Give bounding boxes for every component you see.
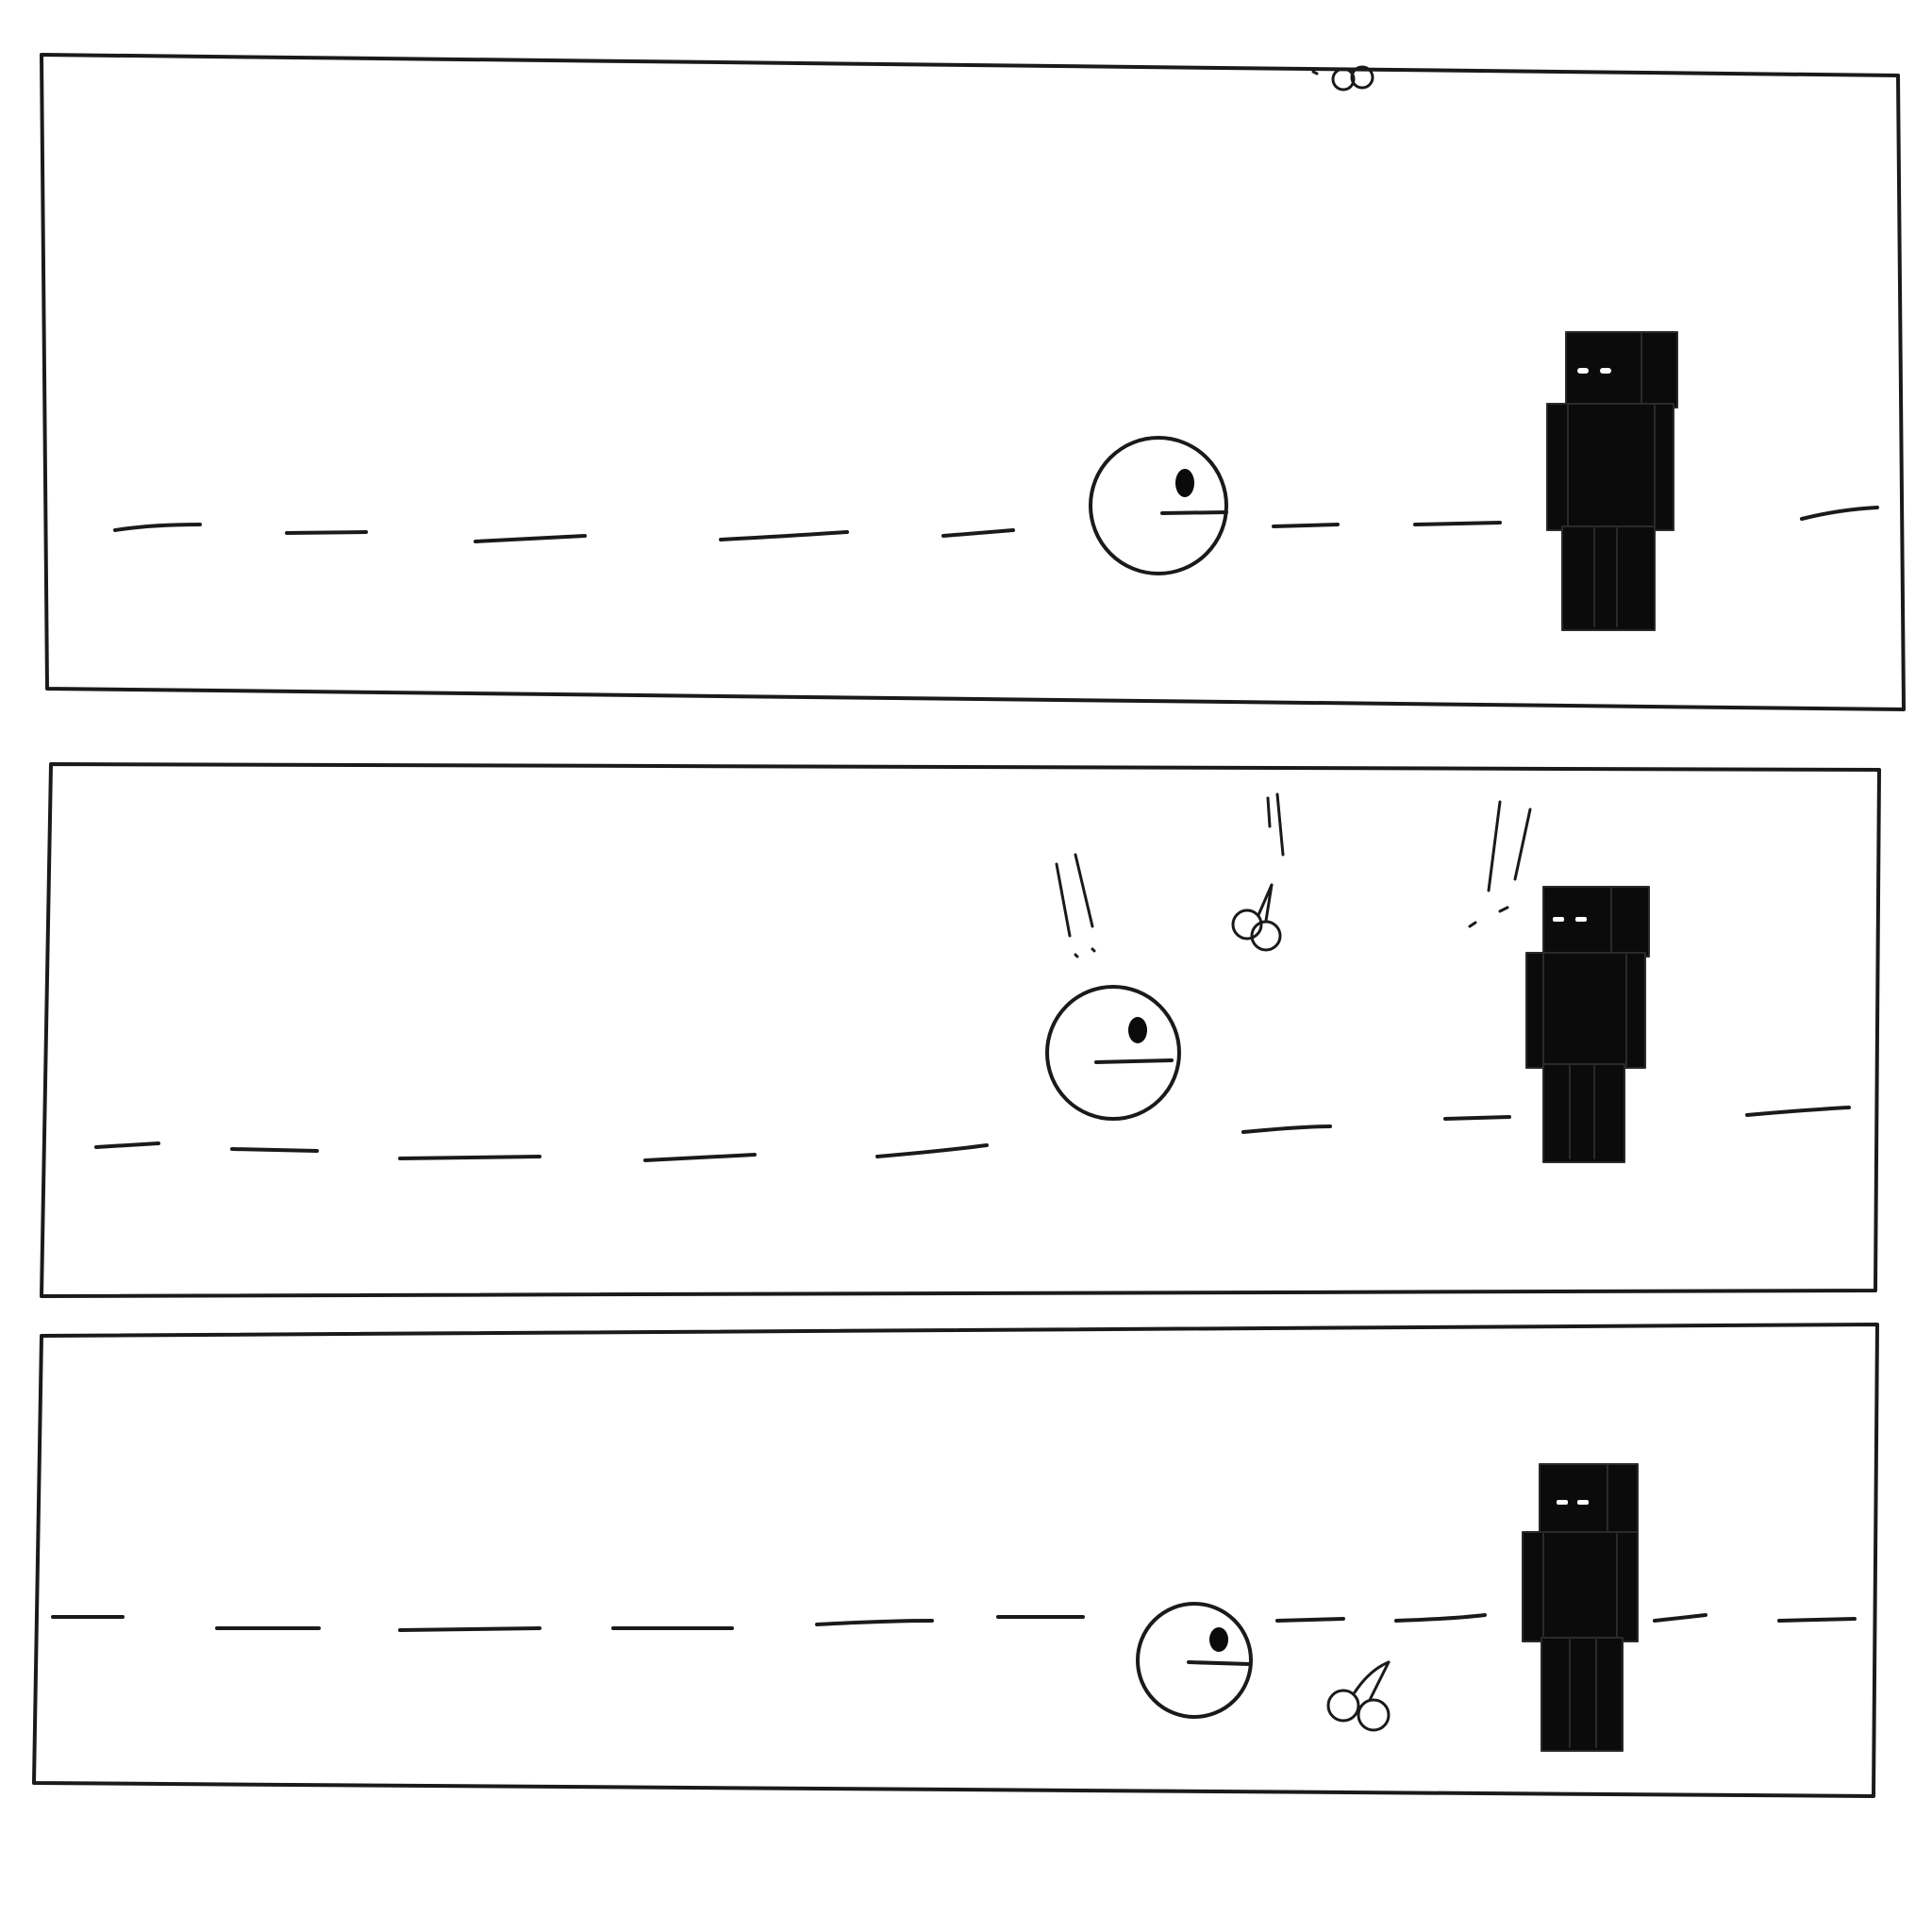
figure-right-eye	[1575, 917, 1587, 922]
panel-2-pacman-surprise-marks	[1055, 853, 1096, 958]
panel-2-pacman	[1045, 985, 1181, 1121]
panel-3-cherry-icon	[1326, 1660, 1391, 1732]
panel-2-cherry-icon	[1231, 883, 1282, 952]
pacman-mouth-line	[1160, 510, 1228, 515]
figure-left-eye	[1557, 1500, 1568, 1505]
figure-left-eye	[1577, 368, 1589, 374]
figure-head	[1539, 1463, 1639, 1537]
panel-2-figure-surprise-marks	[1468, 800, 1532, 928]
panel-3-pacman	[1136, 1602, 1253, 1719]
pacman-mouth-line	[1187, 1660, 1251, 1666]
panel-3-road-dashes	[51, 1613, 1857, 1632]
panel-2-border	[40, 762, 1881, 1298]
panel-1-cherry-icon	[1311, 65, 1374, 92]
panel-1-block-figure	[1546, 331, 1678, 631]
figure-right-eye	[1600, 368, 1611, 374]
panel-2	[40, 762, 1881, 1298]
figure-legs	[1561, 525, 1656, 631]
panel-1-road-dashes	[113, 506, 1879, 543]
panel-1-border	[40, 53, 1906, 711]
panel-2-road-dashes	[94, 1106, 1851, 1162]
figure-left-eye	[1553, 917, 1564, 922]
panel-1	[40, 53, 1906, 711]
pacman-body	[1089, 436, 1228, 575]
pacman-body	[1136, 1602, 1253, 1719]
pacman-mouth-line	[1094, 1058, 1174, 1064]
panel-2-cherry-surprise-marks	[1266, 792, 1285, 857]
panel-1-pacman	[1089, 436, 1228, 575]
panel-3-border	[32, 1323, 1879, 1798]
pacman-body	[1045, 985, 1181, 1121]
figure-right-eye	[1577, 1500, 1589, 1505]
pacman-eye-icon	[1128, 1017, 1147, 1043]
panel-2-block-figure	[1525, 886, 1650, 1163]
pacman-eye-icon	[1175, 469, 1194, 497]
figure-legs	[1542, 1063, 1625, 1163]
panel-3-block-figure	[1522, 1463, 1639, 1752]
panel-3	[32, 1323, 1879, 1798]
figure-legs	[1541, 1637, 1624, 1752]
pacman-eye-icon	[1209, 1627, 1228, 1652]
figure-torso	[1522, 1531, 1639, 1642]
